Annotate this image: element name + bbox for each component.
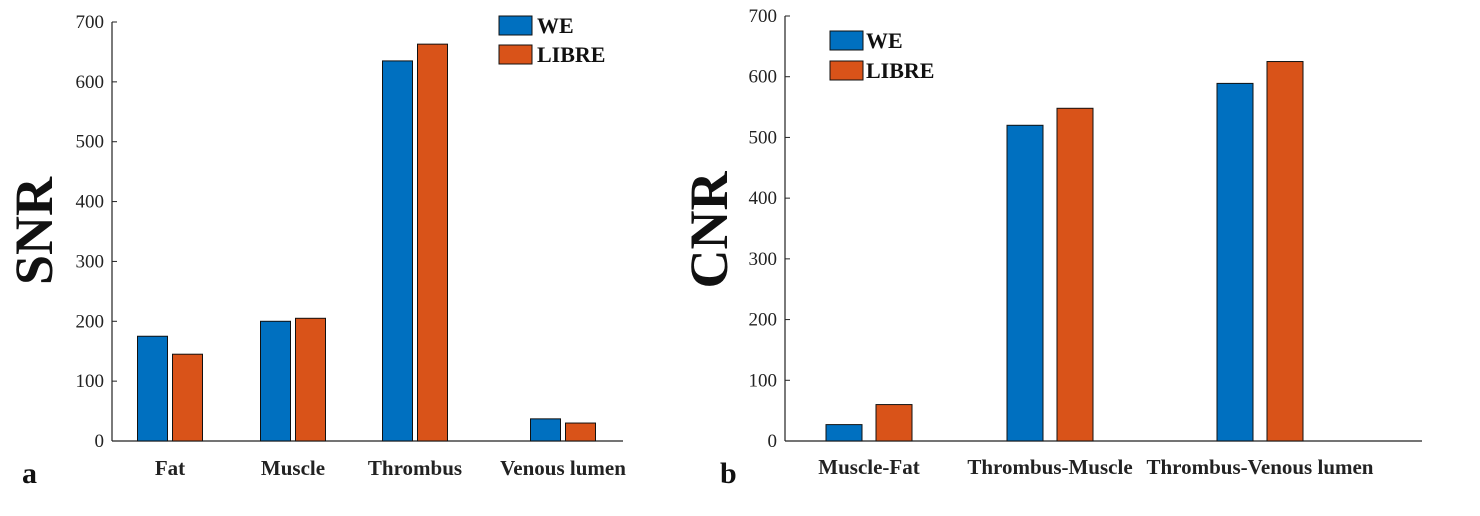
y-tick-label: 400 [76, 192, 105, 213]
bar-libre [295, 317, 326, 442]
x-category-label: Thrombus [368, 456, 462, 480]
legend-swatch-libre [498, 44, 533, 65]
legend-label: WE [537, 13, 574, 38]
bar-libre [875, 404, 913, 442]
bar-we [382, 60, 413, 442]
bar-libre [565, 422, 596, 442]
y-tick-label: 300 [749, 249, 778, 270]
y-tick-label: 0 [768, 431, 778, 452]
y-tick-label: 500 [76, 132, 105, 153]
y-tick-label: 600 [749, 67, 778, 88]
y-tick-label: 100 [76, 371, 105, 392]
bar-we [137, 335, 168, 442]
x-category-label: Thrombus-Venous lumen [1147, 455, 1374, 479]
legend-swatch-libre [829, 60, 864, 81]
bar-we [530, 418, 561, 442]
y-tick-label: 400 [749, 188, 778, 209]
bar-we [1216, 82, 1254, 442]
y-tick-label: 100 [749, 370, 778, 391]
y-tick-label: 200 [749, 310, 778, 331]
legend-swatch-we [498, 15, 533, 36]
legend-label: LIBRE [866, 58, 934, 83]
panel-label: b [720, 457, 737, 490]
y-tick-label: 500 [749, 127, 778, 148]
bar-libre [172, 353, 203, 442]
bar-libre [1056, 107, 1094, 442]
panel-label: a [22, 457, 37, 490]
y-tick-label: 0 [95, 431, 105, 452]
chart-snr: 0 100 200 300 400 500 600 700 SNR Fat Muscle Thromb… [4, 12, 626, 490]
x-category-label: Muscle [261, 456, 325, 480]
bar-we [1006, 124, 1044, 442]
bar-we [260, 320, 291, 442]
y-tick-label: 700 [76, 12, 105, 33]
y-tick-label: 300 [76, 251, 105, 272]
x-category-label: Thrombus-Muscle [967, 455, 1132, 479]
bar-libre [1266, 61, 1304, 442]
y-axis-label: SNR [4, 176, 64, 285]
x-category-label: Muscle-Fat [818, 455, 919, 479]
chart-cnr: 0 100 200 300 400 500 600 700 CNR Muscle-Fat Throm… [679, 6, 1422, 490]
y-tick-label: 700 [749, 6, 778, 27]
legend-swatch-we [829, 30, 864, 51]
legend-label: WE [866, 28, 903, 53]
y-tick-label: 200 [76, 311, 105, 332]
x-category-label: Venous lumen [500, 456, 626, 480]
y-tick-label: 600 [76, 72, 105, 93]
bar-libre [417, 43, 448, 442]
y-axis-label: CNR [679, 171, 739, 289]
x-category-label: Fat [155, 456, 185, 480]
bar-we [825, 424, 863, 442]
legend-label: LIBRE [537, 42, 605, 67]
